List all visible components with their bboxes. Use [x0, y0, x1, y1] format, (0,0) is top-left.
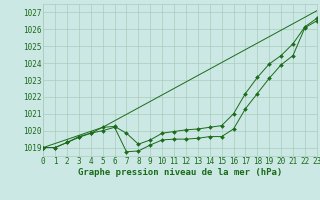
- X-axis label: Graphe pression niveau de la mer (hPa): Graphe pression niveau de la mer (hPa): [78, 168, 282, 177]
